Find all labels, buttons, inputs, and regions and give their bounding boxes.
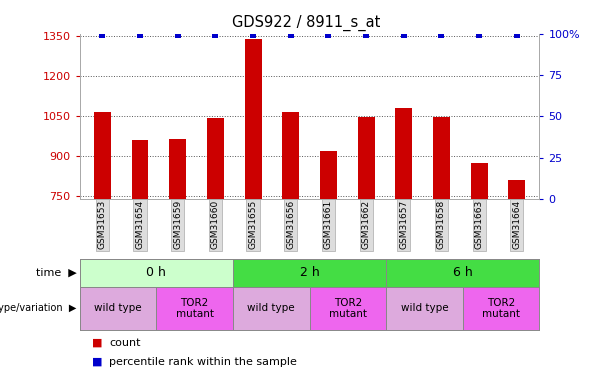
Text: ■: ■ [92, 338, 102, 348]
Point [361, 32, 371, 38]
Text: TOR2
mutant: TOR2 mutant [176, 298, 213, 319]
Text: ■: ■ [92, 357, 102, 367]
Bar [386, 259, 539, 287]
Bar [156, 287, 233, 330]
Point [399, 32, 409, 38]
Bar [386, 287, 463, 330]
Bar [471, 163, 487, 199]
Text: wild type: wild type [94, 303, 142, 313]
Point [97, 32, 107, 38]
Bar [94, 112, 111, 199]
Point [512, 32, 522, 38]
Point [248, 32, 258, 38]
Text: count: count [109, 338, 140, 348]
Point [135, 32, 145, 38]
Bar [132, 140, 148, 199]
Text: time  ▶: time ▶ [36, 268, 77, 278]
Bar [233, 287, 310, 330]
Text: GDS922 / 8911_s_at: GDS922 / 8911_s_at [232, 15, 381, 31]
Point [286, 32, 295, 38]
Text: 6 h: 6 h [453, 266, 473, 279]
Bar [320, 151, 337, 199]
Point [474, 32, 484, 38]
Text: wild type: wild type [401, 303, 448, 313]
Text: genotype/variation  ▶: genotype/variation ▶ [0, 303, 77, 313]
Point [173, 32, 183, 38]
Bar [245, 39, 262, 199]
Bar [395, 108, 413, 199]
Point [324, 32, 333, 38]
Bar [80, 287, 156, 330]
Bar [357, 117, 375, 199]
Text: TOR2
mutant: TOR2 mutant [329, 298, 367, 319]
Bar [207, 118, 224, 199]
Text: 2 h: 2 h [300, 266, 319, 279]
Point [210, 32, 220, 38]
Text: percentile rank within the sample: percentile rank within the sample [109, 357, 297, 367]
Bar [169, 139, 186, 199]
Bar [508, 180, 525, 199]
Bar [282, 112, 299, 199]
Text: TOR2
mutant: TOR2 mutant [482, 298, 520, 319]
Text: wild type: wild type [248, 303, 295, 313]
Point [436, 32, 446, 38]
Text: 0 h: 0 h [147, 266, 166, 279]
Bar [233, 259, 386, 287]
Bar [80, 259, 233, 287]
Bar [310, 287, 386, 330]
Bar [463, 287, 539, 330]
Bar [433, 117, 450, 199]
